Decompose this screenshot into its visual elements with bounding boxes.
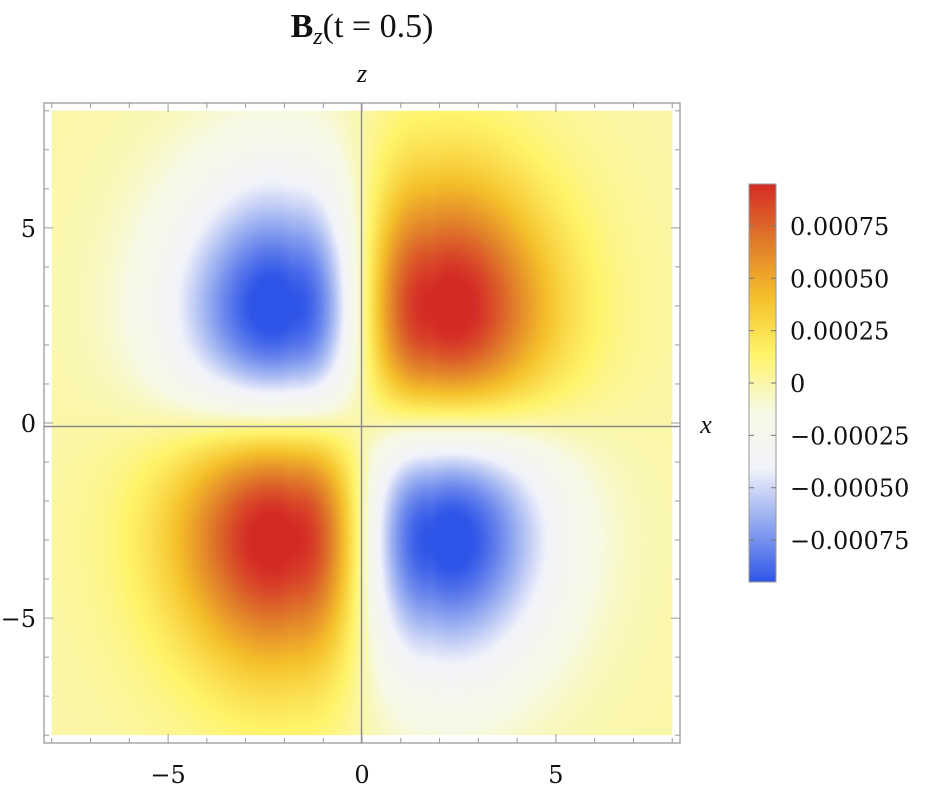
title-args: (t = 0.5)	[323, 8, 434, 45]
y-tick-labels: −5 0 5	[1, 215, 36, 633]
y-axis-label: z	[356, 59, 367, 88]
colorbar-tick-label: 0.00050	[790, 265, 889, 293]
title-sub: z	[312, 24, 323, 50]
y-tick-label: 0	[21, 410, 36, 438]
colorbar-tick-label: −0.00075	[790, 527, 909, 555]
chart-title: Bz(t = 0.5)	[291, 8, 434, 50]
x-tick-label: 0	[354, 761, 369, 789]
colorbar-tick-label: −0.00025	[790, 422, 909, 450]
y-tick-label: 5	[21, 215, 36, 243]
title-main: B	[291, 8, 314, 45]
x-tick-labels: −5 0 5	[150, 761, 563, 789]
colorbar-tick-label: −0.00050	[790, 475, 909, 503]
frame-ticks	[44, 103, 680, 743]
x-tick-label: 5	[548, 761, 563, 789]
colorbar-tick-label: 0.00025	[790, 318, 889, 346]
colorbar-tick-label: 0	[790, 370, 805, 398]
x-tick-label: −5	[150, 761, 185, 789]
y-tick-label: −5	[1, 605, 36, 633]
x-axis-label: x	[699, 410, 712, 439]
colorbar-ticks: 0.00075 0.00050 0.00025 0 −0.00025 −0.00050 −0…	[749, 213, 909, 555]
colorbar-tick-label: 0.00075	[790, 213, 889, 241]
